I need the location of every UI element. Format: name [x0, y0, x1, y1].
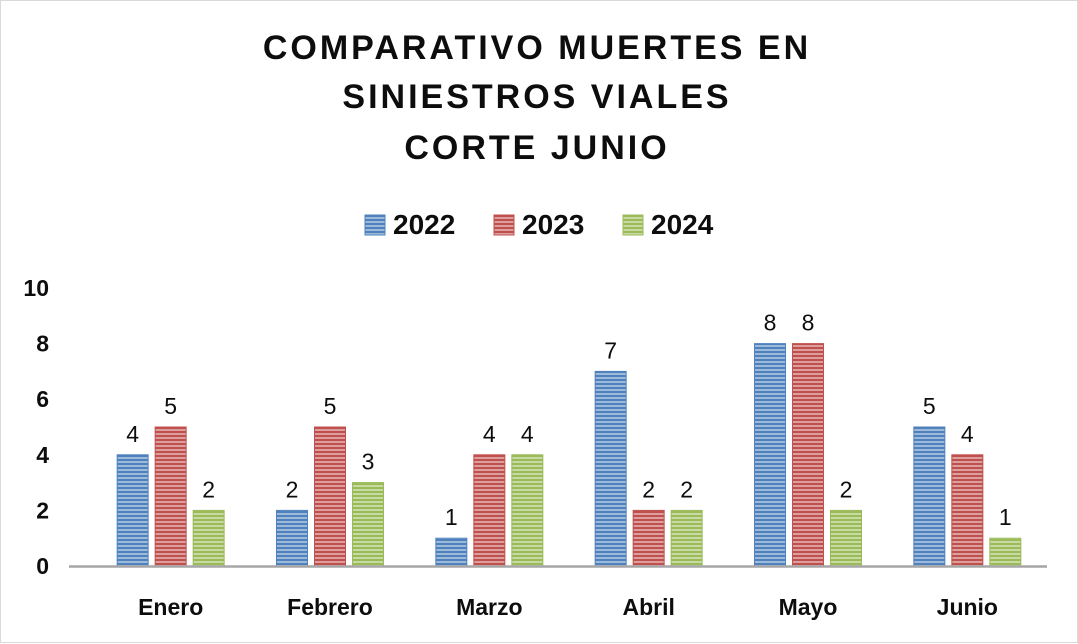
- y-tick-label: 10: [23, 275, 49, 301]
- legend-item-2024: 2024: [622, 209, 714, 240]
- x-tick-label: Marzo: [456, 594, 522, 620]
- chart-title: COMPARATIVO MUERTES EN SINIESTROS VIALES…: [263, 29, 811, 167]
- data-label: 4: [961, 421, 974, 447]
- bar-2022-Enero: [116, 454, 149, 567]
- data-label: 8: [764, 310, 777, 336]
- data-label: 3: [362, 449, 375, 475]
- chart-title-line-3: CORTE JUNIO: [404, 129, 669, 167]
- x-tick-label: Abril: [622, 594, 674, 620]
- bar-2023-Marzo: [473, 454, 506, 567]
- data-label: 4: [483, 421, 496, 447]
- bar-2022-Abril: [594, 370, 627, 567]
- data-label: 2: [642, 476, 655, 502]
- data-label: 5: [324, 393, 337, 419]
- bar-2023-Junio: [951, 454, 984, 567]
- data-label: 1: [999, 504, 1012, 530]
- bar-2022-Marzo: [435, 537, 468, 567]
- y-axis: 0 2 4 6 8 10: [23, 275, 49, 579]
- bar-2024-Febrero: [352, 482, 384, 567]
- data-label: 4: [126, 421, 139, 447]
- data-label: 1: [445, 504, 458, 530]
- bar-2024-Junio: [989, 537, 1022, 567]
- x-tick-label: Enero: [138, 594, 203, 620]
- x-tick-label: Febrero: [287, 594, 373, 620]
- data-label: 7: [604, 337, 617, 363]
- legend-item-2023: 2023: [493, 209, 584, 240]
- y-tick-label: 8: [36, 331, 49, 357]
- bar-2023-Febrero: [314, 426, 346, 567]
- bars: [116, 343, 1022, 567]
- bar-2023-Abril: [632, 509, 665, 567]
- y-tick-label: 6: [36, 386, 49, 412]
- bar-2022-Mayo: [754, 343, 786, 567]
- data-label: 5: [923, 393, 936, 419]
- bar-2022-Febrero: [276, 509, 308, 567]
- legend-item-2022: 2022: [364, 209, 455, 240]
- bar-2022-Junio: [913, 426, 946, 567]
- x-tick-label: Mayo: [779, 594, 838, 620]
- y-tick-label: 0: [36, 553, 49, 579]
- chart-title-line-1: COMPARATIVO MUERTES EN: [263, 29, 811, 67]
- data-label: 4: [521, 421, 534, 447]
- legend-swatch: [622, 214, 644, 236]
- x-axis: Enero Febrero Marzo Abril Mayo Junio: [69, 565, 1047, 620]
- y-tick-label: 2: [36, 497, 49, 523]
- chart-legend: 2022 2023 2024: [364, 209, 714, 240]
- x-tick-label: Junio: [937, 594, 998, 620]
- bar-2023-Enero: [154, 426, 187, 567]
- data-label: 2: [840, 476, 853, 502]
- bar-2024-Marzo: [511, 454, 544, 567]
- data-label: 5: [164, 393, 177, 419]
- bar-2023-Mayo: [792, 343, 824, 567]
- legend-swatch: [493, 214, 515, 236]
- data-label: 2: [286, 476, 299, 502]
- chart-title-line-2: SINIESTROS VIALES: [342, 78, 731, 116]
- legend-label: 2022: [393, 209, 455, 240]
- bar-2024-Abril: [670, 509, 703, 567]
- bar-2024-Enero: [192, 509, 225, 567]
- legend-swatch: [364, 214, 386, 236]
- y-tick-label: 4: [36, 442, 49, 468]
- legend-label: 2023: [522, 209, 584, 240]
- data-label: 8: [802, 310, 815, 336]
- data-label: 2: [202, 476, 215, 502]
- legend-label: 2024: [651, 209, 714, 240]
- data-label: 2: [680, 476, 693, 502]
- bar-2024-Mayo: [830, 509, 862, 567]
